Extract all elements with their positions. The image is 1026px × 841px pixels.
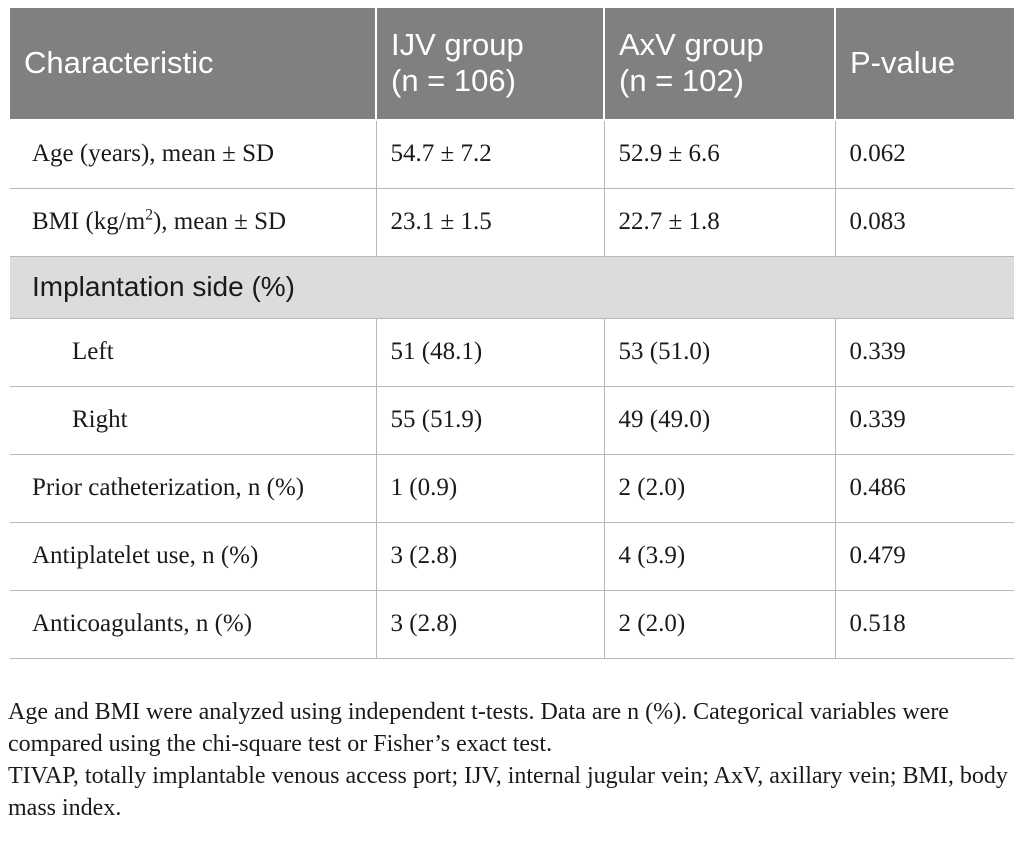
cell-antiplatelet-use-ijv: 3 (2.8) xyxy=(376,522,605,591)
column-header-characteristic-line1: Characteristic xyxy=(24,44,214,80)
row-label-age: Age (years), mean ± SD xyxy=(10,120,377,189)
column-header-p-value: P-value xyxy=(835,8,1014,121)
row-label-antiplatelet-use: Antiplatelet use, n (%) xyxy=(10,522,377,591)
column-header-ijv-group-line2: (n = 106) xyxy=(391,62,516,98)
cell-age-pvalue: 0.062 xyxy=(835,120,1014,189)
column-header-ijv-group-line1: IJV group xyxy=(391,26,524,62)
cell-bmi-ijv: 23.1 ± 1.5 xyxy=(376,188,605,257)
cell-left-pvalue: 0.339 xyxy=(835,318,1014,387)
footnote-abbreviations: TIVAP, totally implantable venous access… xyxy=(8,763,1008,822)
table-header-row: Characteristic IJV group (n = 106) AxV g… xyxy=(10,8,1014,121)
cell-anticoagulants-ijv: 3 (2.8) xyxy=(376,590,605,659)
cell-anticoagulants-pvalue: 0.518 xyxy=(835,590,1014,659)
table-head: Characteristic IJV group (n = 106) AxV g… xyxy=(10,8,1014,121)
cell-bmi-axv: 22.7 ± 1.8 xyxy=(604,188,836,257)
table-footnotes: Age and BMI were analyzed using independ… xyxy=(8,696,1022,825)
row-label-left: Left xyxy=(10,318,377,387)
cell-right-pvalue: 0.339 xyxy=(835,386,1014,455)
characteristics-table: Characteristic IJV group (n = 106) AxV g… xyxy=(10,8,1014,659)
column-header-axv-group-line1: AxV group xyxy=(619,26,764,62)
cell-age-ijv: 54.7 ± 7.2 xyxy=(376,120,605,189)
section-header-implantation-side: Implantation side (%) xyxy=(10,255,1014,319)
table-row: BMI (kg/m2), mean ± SD 23.1 ± 1.5 22.7 ±… xyxy=(10,188,1014,257)
row-label-bmi-pre: BMI (kg/m xyxy=(32,208,146,235)
cell-right-ijv: 55 (51.9) xyxy=(376,386,605,455)
cell-antiplatelet-use-axv: 4 (3.9) xyxy=(604,522,836,591)
table-section-row: Implantation side (%) xyxy=(10,255,1014,319)
cell-left-axv: 53 (51.0) xyxy=(604,318,836,387)
cell-bmi-pvalue: 0.083 xyxy=(835,188,1014,257)
table-row: Anticoagulants, n (%) 3 (2.8) 2 (2.0) 0.… xyxy=(10,590,1014,659)
row-label-prior-catheterization: Prior catheterization, n (%) xyxy=(10,454,377,523)
row-label-bmi: BMI (kg/m2), mean ± SD xyxy=(10,188,377,257)
footnote-methods: Age and BMI were analyzed using independ… xyxy=(8,699,949,758)
cell-right-axv: 49 (49.0) xyxy=(604,386,836,455)
row-label-bmi-post: ), mean ± SD xyxy=(152,208,287,235)
table-row: Right 55 (51.9) 49 (49.0) 0.339 xyxy=(10,386,1014,455)
row-label-anticoagulants: Anticoagulants, n (%) xyxy=(10,590,377,659)
table-row: Left 51 (48.1) 53 (51.0) 0.339 xyxy=(10,318,1014,387)
column-header-axv-group: AxV group (n = 102) xyxy=(604,8,836,121)
table-row: Age (years), mean ± SD 54.7 ± 7.2 52.9 ±… xyxy=(10,120,1014,189)
table-row: Prior catheterization, n (%) 1 (0.9) 2 (… xyxy=(10,454,1014,523)
row-label-right: Right xyxy=(10,386,377,455)
cell-prior-catheterization-pvalue: 0.486 xyxy=(835,454,1014,523)
table-row: Antiplatelet use, n (%) 3 (2.8) 4 (3.9) … xyxy=(10,522,1014,591)
column-header-p-value-line1: P-value xyxy=(850,44,956,80)
cell-prior-catheterization-axv: 2 (2.0) xyxy=(604,454,836,523)
cell-antiplatelet-use-pvalue: 0.479 xyxy=(835,522,1014,591)
column-header-ijv-group: IJV group (n = 106) xyxy=(376,8,605,121)
table-container: Characteristic IJV group (n = 106) AxV g… xyxy=(10,8,1014,659)
row-label-bmi-superscript: 2 xyxy=(145,206,153,224)
cell-left-ijv: 51 (48.1) xyxy=(376,318,605,387)
column-header-axv-group-line2: (n = 102) xyxy=(619,62,744,98)
cell-anticoagulants-axv: 2 (2.0) xyxy=(604,590,836,659)
cell-age-axv: 52.9 ± 6.6 xyxy=(604,120,836,189)
column-header-characteristic: Characteristic xyxy=(10,8,377,121)
table-body: Age (years), mean ± SD 54.7 ± 7.2 52.9 ±… xyxy=(10,120,1014,659)
cell-prior-catheterization-ijv: 1 (0.9) xyxy=(376,454,605,523)
